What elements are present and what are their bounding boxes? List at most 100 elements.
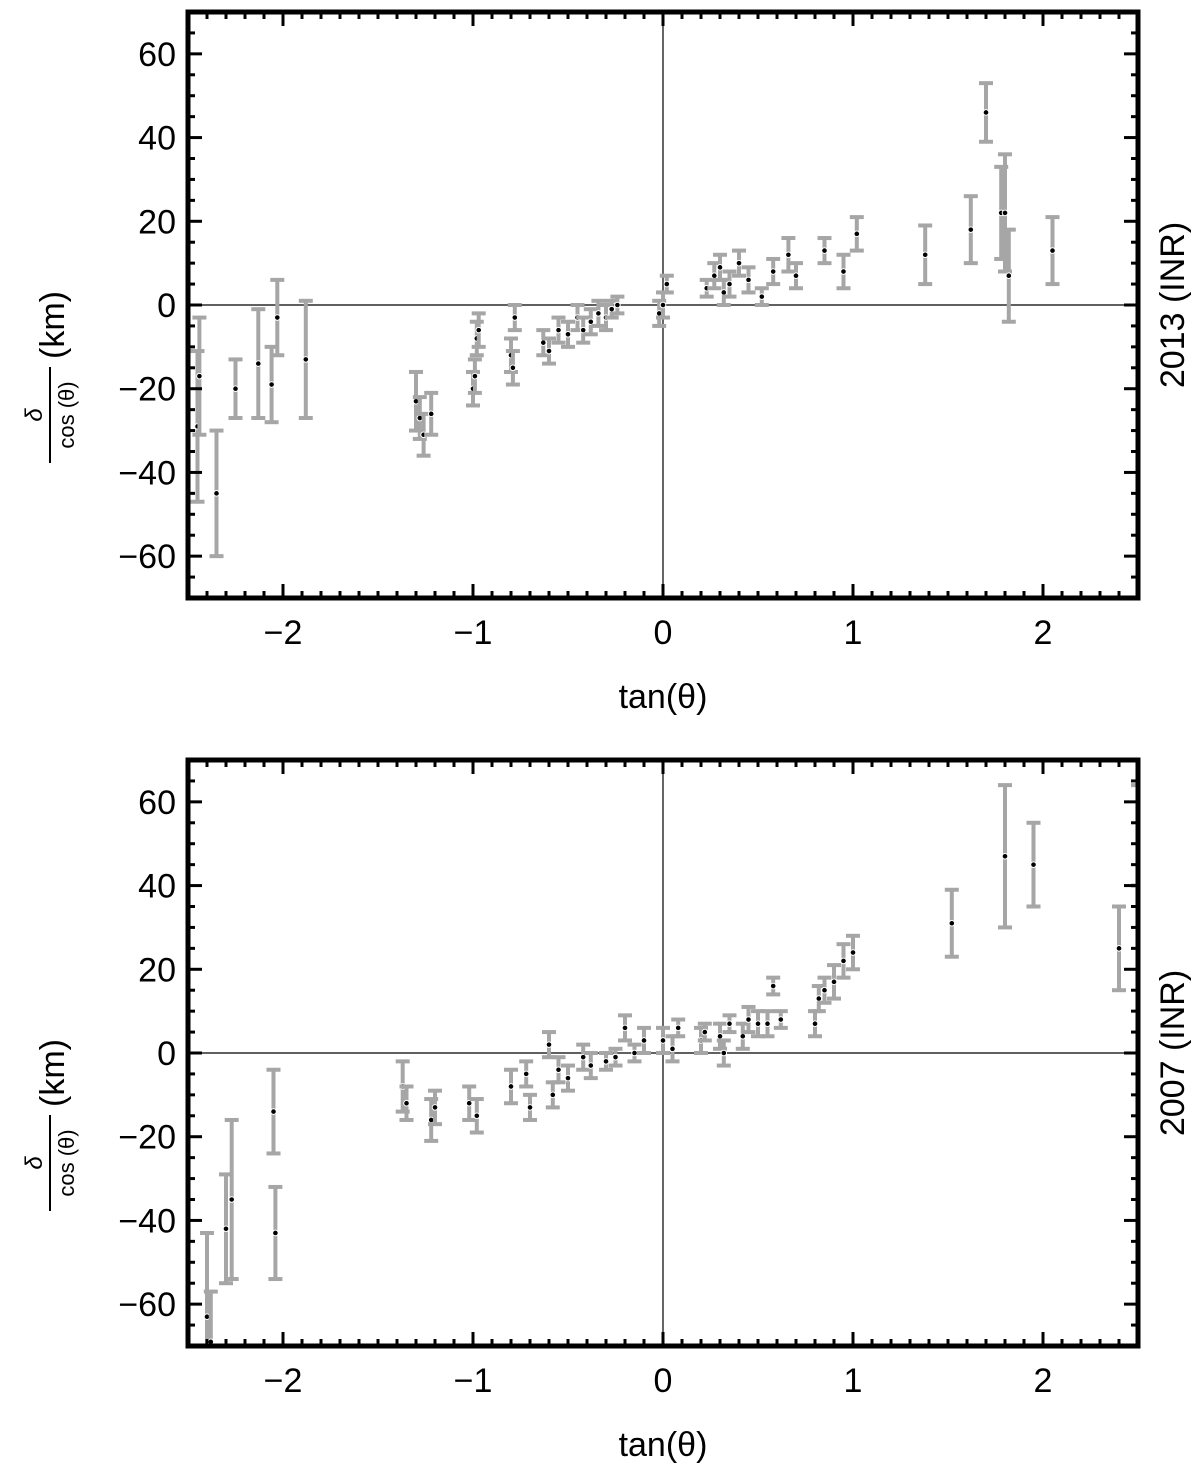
y-tick-label: −60 (118, 1286, 176, 1324)
data-marker (830, 978, 838, 986)
data-marker (1005, 272, 1013, 280)
data-point (424, 390, 439, 437)
y-tick-label: −60 (118, 538, 176, 576)
y-axis-label: δ cos (θ) (km) (21, 291, 79, 463)
x-tick-label: 2 (1034, 614, 1053, 652)
data-marker (659, 1037, 667, 1044)
data-marker (754, 1020, 762, 1028)
data-point (1001, 227, 1016, 324)
data-marker (726, 1020, 733, 1028)
data-marker (720, 289, 728, 296)
data-marker (745, 276, 752, 284)
data-point (505, 349, 520, 387)
data-marker (564, 1074, 572, 1082)
y-tick-label: 60 (138, 36, 176, 74)
data-point (192, 315, 207, 437)
x-tick-label: −2 (264, 614, 303, 652)
data-marker (1049, 247, 1056, 254)
data-marker (758, 293, 766, 300)
x-axis-label: tan(θ) (619, 678, 708, 716)
chart-panel-2007: −2 −1 0 1 2 −60 −40 −20 0 20 40 60 tan(θ) δ cos (θ)… (21, 757, 1192, 1464)
data-marker (764, 1020, 771, 1028)
data-point (608, 1046, 623, 1068)
data-marker (716, 264, 724, 271)
data-marker (1115, 945, 1123, 952)
data-marker (522, 1070, 530, 1078)
data-marker (608, 305, 616, 313)
data-marker (511, 314, 519, 321)
data-point (576, 1042, 591, 1072)
data-point (583, 307, 598, 337)
data-point (1112, 904, 1126, 993)
data-marker (612, 1053, 619, 1061)
data-marker (475, 326, 483, 334)
data-marker (555, 326, 562, 334)
x-axis-label: tan(θ) (619, 1426, 708, 1464)
y-tick-label: −20 (118, 1119, 176, 1157)
data-point (462, 1084, 477, 1122)
x-tick-label: 2 (1034, 1362, 1053, 1400)
data-marker (228, 1196, 235, 1203)
data-marker (663, 280, 671, 288)
data-marker (720, 1049, 728, 1057)
data-marker (1030, 861, 1037, 868)
data-marker (1001, 209, 1009, 217)
data-point (409, 369, 423, 433)
data-marker (921, 251, 929, 259)
data-marker (196, 372, 203, 380)
data-marker (254, 360, 262, 367)
y-axis-label-denominator: cos (θ) (54, 1129, 79, 1196)
panel-side-label: 2013 (INR) (1154, 222, 1192, 388)
data-marker (735, 259, 743, 267)
data-marker (507, 1083, 515, 1090)
data-point (270, 277, 285, 358)
data-marker (640, 1037, 648, 1044)
data-point (789, 261, 803, 291)
x-tick-label: −1 (454, 614, 493, 652)
data-point (428, 1088, 442, 1127)
data-point (298, 298, 313, 421)
data-marker (701, 1028, 709, 1036)
data-marker (564, 331, 572, 338)
data-point (846, 933, 860, 972)
data-point (671, 1017, 686, 1039)
data-marker (1001, 852, 1009, 860)
data-marker (509, 364, 517, 372)
data-point (817, 236, 832, 266)
data-marker (545, 1041, 553, 1048)
data-marker (465, 1099, 473, 1107)
data-point (808, 1009, 822, 1039)
y-axis-label-denominator: cos (θ) (54, 381, 79, 448)
data-marker (549, 1091, 557, 1099)
x-tick-label: 0 (654, 614, 673, 652)
data-point (627, 1042, 642, 1064)
data-point (656, 1025, 670, 1055)
data-point (545, 1080, 560, 1110)
data-marker (540, 339, 547, 346)
data-marker (526, 1104, 534, 1111)
y-tick-label: 40 (138, 120, 176, 158)
data-marker (431, 1104, 439, 1111)
data-marker (711, 272, 718, 280)
y-tick-label: 20 (138, 203, 176, 241)
data-point (760, 1009, 775, 1039)
y-tick-label: 40 (138, 868, 176, 906)
data-marker (948, 919, 956, 927)
data-marker (232, 385, 239, 393)
data-point (200, 1230, 214, 1346)
data-point (561, 1063, 575, 1093)
data-marker (853, 230, 861, 238)
data-marker (840, 957, 847, 965)
chart-panel-2013: −2 −1 0 1 2 −60 −40 −20 0 20 40 60 tan(θ) δ cos (θ)… (21, 9, 1192, 716)
plot-area (188, 760, 1138, 1346)
data-point (591, 298, 606, 328)
data-point (918, 223, 933, 287)
data-marker (213, 490, 220, 497)
data-marker (631, 1049, 638, 1057)
y-tick-label: −40 (118, 454, 176, 492)
data-point (264, 344, 279, 425)
data-point (542, 336, 556, 366)
data-point (228, 357, 243, 421)
data-marker (769, 268, 777, 275)
data-marker (669, 1045, 676, 1053)
